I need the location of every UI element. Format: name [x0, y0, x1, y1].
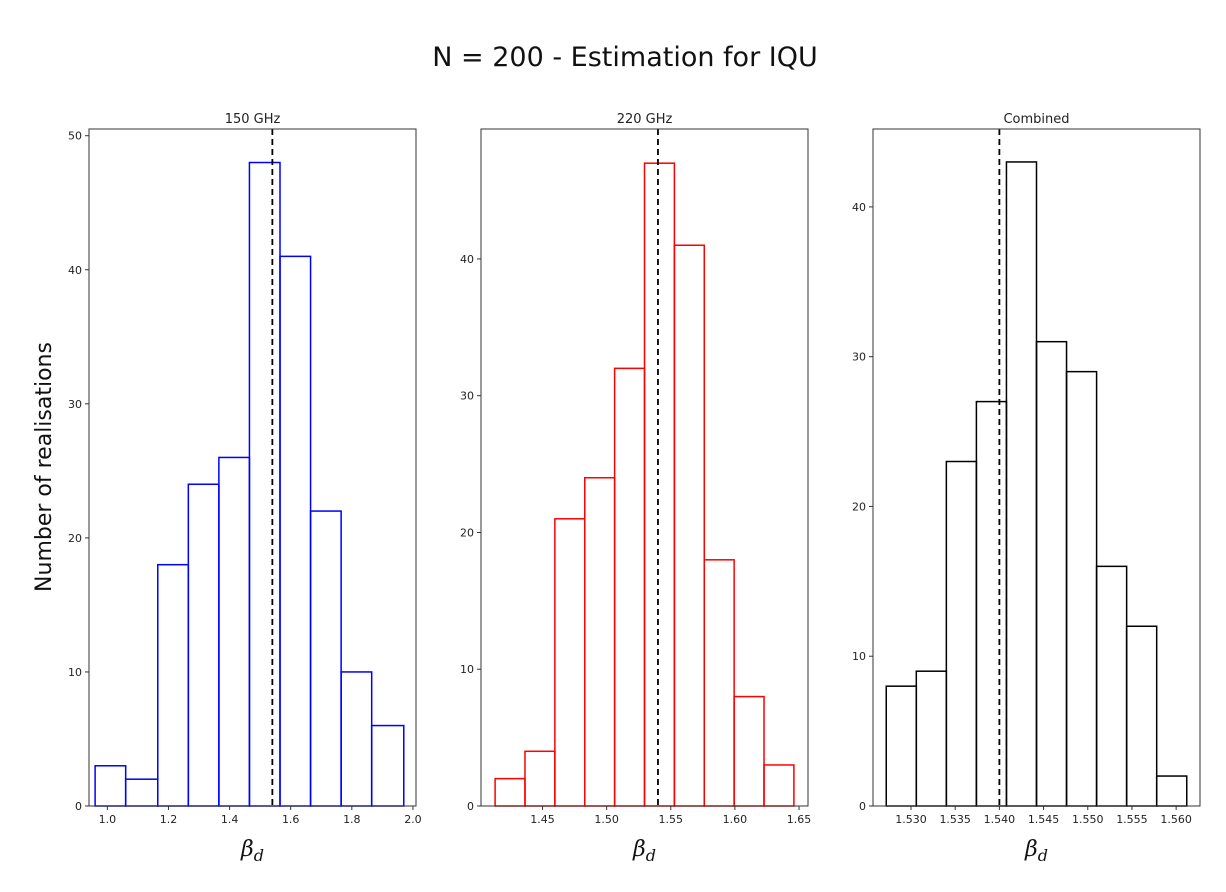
y-tick-label: 40	[460, 253, 474, 266]
y-tick-label: 0	[467, 800, 474, 813]
y-tick-label: 30	[68, 398, 82, 411]
histogram-bar	[975, 400, 1008, 807]
x-tick-label: 2.0	[404, 813, 422, 826]
histogram-bar	[945, 460, 978, 807]
y-tick-label: 20	[68, 532, 82, 545]
y-tick-label: 10	[852, 650, 866, 663]
histogram-bar	[1095, 565, 1128, 807]
x-tick-label: 1.550	[1072, 813, 1104, 826]
histogram-bar	[157, 563, 190, 807]
y-tick-label: 0	[75, 800, 82, 813]
histogram-bar	[340, 671, 373, 807]
y-tick-label: 30	[460, 390, 474, 403]
histogram-bar	[643, 162, 676, 807]
x-tick-label: 1.545	[1028, 813, 1060, 826]
x-tick-label: 1.45	[530, 813, 555, 826]
x-tick-label: 1.55	[659, 813, 684, 826]
histogram-bar	[494, 777, 526, 807]
histogram-bar	[1005, 161, 1038, 807]
y-tick-label: 30	[852, 351, 866, 364]
axes-frame	[480, 128, 809, 807]
x-axis-label-subscript: d	[646, 846, 656, 865]
y-tick-label: 0	[859, 800, 866, 813]
panel-title: Combined	[1003, 112, 1069, 127]
histogram-bar	[673, 244, 706, 807]
histogram-bar	[1065, 370, 1098, 807]
histogram-bar	[218, 456, 251, 807]
axes-frame	[88, 128, 417, 807]
y-tick-label: 10	[68, 666, 82, 679]
x-axis-label-subscript: d	[254, 846, 264, 865]
x-tick-label: 1.8	[343, 813, 361, 826]
histogram-bar	[915, 670, 948, 807]
histogram-bar	[187, 483, 220, 807]
x-axis-label: βd	[632, 837, 656, 865]
x-tick-label: 1.4	[221, 813, 239, 826]
x-tick-label: 1.0	[99, 813, 117, 826]
x-tick-label: 1.65	[787, 813, 812, 826]
y-tick-label: 50	[68, 130, 82, 143]
x-axis-label-subscript: d	[1038, 846, 1048, 865]
panel-title: 220 GHz	[617, 112, 673, 127]
y-tick-label: 20	[460, 526, 474, 539]
axes-frame	[872, 128, 1201, 807]
histogram-bar	[613, 367, 646, 807]
x-axis-label-symbol: β	[240, 837, 254, 862]
histogram-bar	[124, 778, 159, 807]
x-tick-label: 1.50	[594, 813, 619, 826]
x-tick-label: 1.60	[723, 813, 748, 826]
y-tick-label: 10	[460, 663, 474, 676]
panel-1: 1.0 1.2 1.4 1.6 1.8 2.0 0 10 20 30 40 50 150 GHz βd	[68, 112, 422, 865]
x-axis-label: βd	[240, 837, 264, 865]
histogram-bar	[1125, 625, 1158, 807]
x-tick-label: 1.6	[282, 813, 300, 826]
x-axis-label: βd	[1024, 837, 1048, 865]
x-axis-label-symbol: β	[1024, 837, 1038, 862]
histogram-bar	[583, 477, 616, 807]
histogram-bar	[524, 750, 556, 807]
x-tick-label: 1.540	[984, 813, 1016, 826]
x-tick-label: 1.555	[1116, 813, 1148, 826]
figure-title: N = 200 - Estimation for IQU	[432, 42, 817, 73]
histogram-bar	[370, 724, 405, 807]
histogram-bar	[94, 765, 127, 807]
y-tick-label: 40	[852, 201, 866, 214]
x-axis-label-symbol: β	[632, 837, 646, 862]
y-tick-label: 20	[852, 500, 866, 513]
panel-3: 1.530 1.535 1.540 1.545 1.550 1.555 1.560 0 10 20…	[852, 112, 1201, 865]
histogram-bar	[763, 764, 795, 807]
histogram-bar	[1035, 340, 1068, 807]
histogram-bar	[279, 255, 312, 807]
x-tick-label: 1.2	[160, 813, 178, 826]
panel-title: 150 GHz	[225, 112, 281, 127]
x-tick-label: 1.535	[939, 813, 971, 826]
y-tick-label: 40	[68, 264, 82, 277]
histogram-bar	[703, 559, 735, 807]
histogram-bar	[248, 161, 281, 807]
histogram-bar	[733, 695, 765, 807]
x-tick-label: 1.530	[895, 813, 927, 826]
y-axis-label: Number of realisations	[32, 342, 57, 592]
histogram-bar	[1155, 775, 1188, 807]
histogram-bar	[554, 518, 586, 807]
x-tick-label: 1.560	[1160, 813, 1192, 826]
panel-2: 1.45 1.50 1.55 1.60 1.65 0 10 20 30 40 220 GHz βd	[460, 112, 811, 865]
histogram-bar	[309, 510, 342, 807]
histogram-bar	[885, 685, 918, 807]
